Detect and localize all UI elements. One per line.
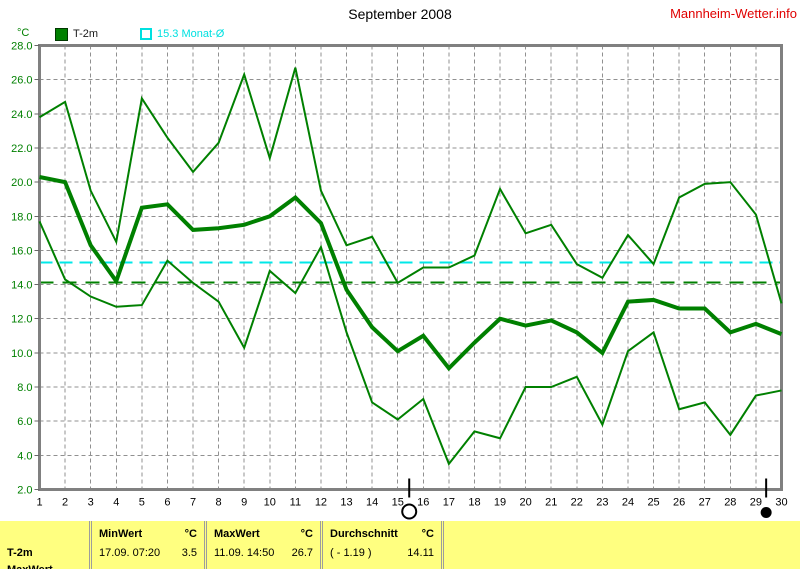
new-moon-icon — [760, 507, 772, 518]
min-value: 3.5 — [181, 547, 197, 559]
x-tick-label: 24 — [622, 497, 634, 509]
x-tick-label: 15 — [392, 497, 404, 509]
x-tick-label: 2 — [62, 497, 68, 509]
min-header-unit: °C — [184, 528, 197, 540]
legend-monthly-average: 15.3 Monat-Ø — [140, 27, 224, 41]
y-tick-label: 6.0 — [17, 416, 32, 428]
spare-col — [441, 521, 800, 543]
avg-header-label: Durchschnitt — [330, 528, 398, 540]
x-tick-label: 11 — [290, 497, 301, 509]
stats-data-row: T-2m 17.09. 07:20 3.5 11.09. 14:50 26.7 … — [0, 543, 800, 562]
x-tick-label: 20 — [520, 497, 532, 509]
max-cell: 11.09. 14:50 26.7 — [204, 543, 320, 562]
max-header-unit: °C — [300, 528, 313, 540]
y-tick-label: 24.0 — [11, 109, 32, 121]
temperature-line-chart: 28.026.024.022.020.018.016.014.012.010.0… — [11, 41, 788, 520]
y-tick-label: 26.0 — [11, 75, 32, 87]
x-tick-label: 10 — [264, 497, 276, 509]
x-tick-label: 1 — [36, 497, 42, 509]
x-tick-label: 13 — [340, 497, 352, 509]
stats-header-empty — [0, 521, 89, 543]
min-col-header: MinWert °C — [89, 521, 204, 543]
y-tick-label: 22.0 — [11, 143, 32, 155]
max-datetime: 11.09. 14:50 — [214, 547, 275, 559]
x-tick-label: 21 — [545, 497, 557, 509]
avg-cell: ( - 1.19 ) 14.11 — [320, 543, 441, 562]
x-tick-label: 29 — [750, 497, 762, 509]
y-tick-label: 4.0 — [17, 450, 32, 462]
avg-header-unit: °C — [421, 528, 434, 540]
x-tick-label: 19 — [494, 497, 506, 509]
y-tick-label: 12.0 — [11, 314, 32, 326]
t2m-series-swatch-icon — [55, 27, 68, 41]
spare-cell — [441, 543, 800, 562]
y-tick-label: 10.0 — [11, 348, 32, 360]
y-tick-label: 14.0 — [11, 280, 32, 292]
stats-header-row: MinWert °C MaxWert °C Durchschnitt °C — [0, 521, 800, 543]
x-tick-label: 16 — [417, 497, 429, 509]
x-tick-label: 17 — [443, 497, 455, 509]
y-tick-label: 28.0 — [11, 41, 32, 53]
x-tick-label: 22 — [571, 497, 583, 509]
series-min-line — [38, 220, 782, 466]
x-tick-label: 26 — [673, 497, 685, 509]
monthly-average-label: 15.3 Monat-Ø — [157, 28, 225, 40]
min-cell: 17.09. 07:20 3.5 — [89, 543, 204, 562]
full-moon-icon — [401, 503, 418, 520]
x-tick-label: 5 — [139, 497, 145, 509]
plot-border — [38, 44, 783, 491]
y-tick-label: 18.0 — [11, 211, 32, 223]
x-tick-label: 9 — [241, 497, 247, 509]
stats-clipped-row: MaxWert — [0, 562, 800, 569]
y-tick-label: 20.0 — [11, 177, 32, 189]
y-axis-unit-label: °C — [17, 27, 30, 39]
y-tick-label: 2.0 — [17, 485, 32, 497]
site-link[interactable]: Mannheim-Wetter.info — [670, 6, 797, 21]
x-tick-label: 12 — [315, 497, 327, 509]
max-header-label: MaxWert — [214, 528, 260, 540]
x-tick-label: 14 — [366, 497, 378, 509]
avg-value: 14.11 — [407, 547, 434, 559]
monthly-average-swatch-icon — [140, 28, 152, 40]
min-datetime: 17.09. 07:20 — [99, 547, 161, 559]
x-tick-label: 27 — [699, 497, 711, 509]
x-tick-label: 25 — [647, 497, 659, 509]
x-tick-label: 8 — [216, 497, 222, 509]
stats-table: MinWert °C MaxWert °C Durchschnitt °C T-… — [0, 521, 800, 569]
series-max-line — [38, 67, 783, 304]
x-tick-label: 4 — [113, 497, 119, 509]
x-tick-label: 23 — [596, 497, 608, 509]
avg-col-header: Durchschnitt °C — [320, 521, 441, 543]
y-tick-label: 8.0 — [17, 382, 32, 394]
max-value: 26.7 — [291, 547, 313, 559]
x-tick-label: 30 — [775, 497, 787, 509]
max-col-header: MaxWert °C — [204, 521, 320, 543]
series-mean-line — [39, 175, 783, 372]
x-tick-label: 18 — [468, 497, 480, 509]
x-tick-label: 28 — [724, 497, 736, 509]
legend-t2m: T-2m — [55, 27, 98, 41]
x-tick-label: 7 — [190, 497, 196, 509]
x-tick-label: 6 — [164, 497, 170, 509]
min-header-label: MinWert — [99, 528, 143, 540]
y-tick-label: 16.0 — [11, 245, 32, 257]
row-label: T-2m — [7, 547, 33, 559]
page-title: September 2008 — [348, 6, 452, 22]
x-tick-label: 3 — [88, 497, 94, 509]
t2m-series-label: T-2m — [73, 28, 99, 40]
avg-deviation: ( - 1.19 ) — [330, 547, 372, 559]
clipped-row-label: MaxWert — [0, 562, 89, 569]
